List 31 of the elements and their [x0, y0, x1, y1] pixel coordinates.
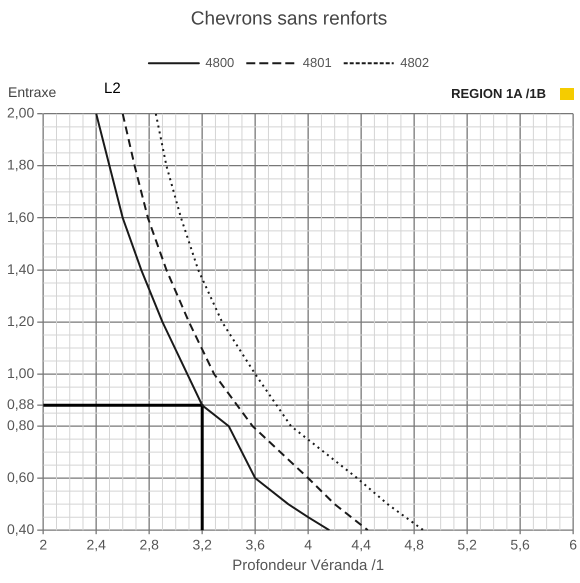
y-tick-label: 0,88: [7, 396, 34, 412]
x-tick-label: 2: [39, 536, 48, 552]
y-tick-label: 1,40: [7, 260, 34, 277]
text: L2: [104, 80, 121, 97]
y-axis-title: Entraxe: [8, 84, 56, 100]
x-tick-label: 6: [569, 536, 578, 552]
y-tick-label: 0,80: [7, 416, 34, 433]
y-tick-label: 0,40: [7, 521, 34, 538]
x-tick-label: 5,2: [457, 536, 478, 552]
x-tick-label: 3,6: [245, 536, 266, 552]
x-tick-label: 4,4: [351, 536, 372, 552]
y-tick-label: 2,00: [7, 104, 34, 121]
legend-label: 4802: [400, 54, 430, 70]
x-tick-label: 4,8: [404, 536, 424, 552]
line-series: [154, 114, 424, 530]
x-tick-label: 5,6: [510, 536, 530, 552]
text: REGION 1A /1B: [451, 86, 546, 101]
x-tick-label: 2,4: [86, 536, 106, 552]
legend-label: 4800: [205, 54, 234, 70]
y-tick-label: 1,80: [7, 156, 34, 173]
x-tick-label: 2,8: [139, 536, 160, 552]
x-axis-title: Profondeur Véranda /1: [232, 557, 384, 574]
y-tick-label: 1,00: [7, 364, 34, 381]
y-tick-label: 0,60: [7, 469, 34, 486]
chart-title: Chevrons sans renforts: [190, 8, 388, 30]
y-tick-label: 1,20: [7, 312, 34, 329]
x-tick-label: 3,2: [192, 536, 212, 552]
y-tick-label: 1,60: [7, 208, 34, 225]
x-tick-label: 4: [304, 536, 312, 552]
line-series: [122, 114, 369, 530]
legend-label: 4801: [302, 54, 332, 70]
